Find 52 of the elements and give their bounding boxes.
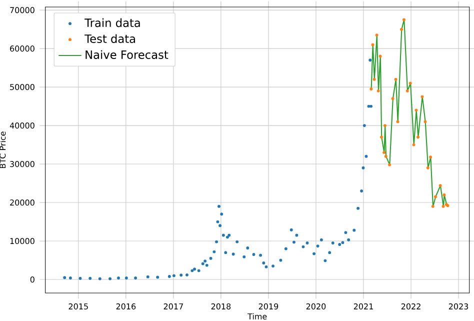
point [406, 89, 409, 92]
y-tick-label: 10000 [10, 238, 34, 244]
point [434, 195, 437, 198]
point [370, 88, 373, 90]
point [396, 120, 400, 124]
point [414, 108, 418, 112]
y-tick-label: 60000 [10, 46, 34, 52]
x-tick-label: 2017 [164, 303, 183, 310]
y-tick-label: 30000 [10, 161, 34, 168]
legend-label: Test data [84, 34, 135, 44]
point [382, 151, 386, 154]
point [426, 166, 430, 170]
point [394, 78, 398, 81]
point [384, 154, 388, 158]
x-tick-label: 2019 [258, 303, 278, 310]
point [438, 184, 442, 188]
point [384, 124, 386, 128]
line-series [370, 19, 448, 207]
point [420, 95, 424, 98]
point [402, 18, 406, 22]
point [376, 89, 380, 92]
y-tick-label: 70000 [10, 7, 34, 14]
y-tick-label: 40000 [10, 122, 34, 129]
point [442, 204, 445, 208]
point [378, 54, 382, 58]
y-tick-label: 50000 [10, 84, 34, 90]
point [431, 204, 434, 208]
point [400, 28, 403, 31]
y-tick-label: 20000 [10, 200, 34, 206]
point [372, 78, 376, 81]
x-axis-title: Time [248, 313, 267, 320]
point [380, 136, 383, 139]
legend-label: Train data [84, 18, 140, 28]
x-tick-label: 2023 [448, 303, 468, 310]
point [375, 34, 378, 37]
point [442, 193, 446, 196]
point [371, 43, 374, 46]
point [391, 97, 394, 100]
x-tick-label: 2018 [211, 303, 231, 310]
point [429, 156, 432, 159]
x-tick-label: 2020 [306, 303, 326, 310]
point [424, 120, 427, 124]
x-tick-label: 2022 [401, 303, 420, 310]
point [388, 163, 392, 166]
point [412, 143, 416, 146]
x-tick-label: 2015 [68, 303, 88, 310]
legend-label: Naive Forecast [86, 50, 168, 59]
point [416, 136, 420, 139]
x-tick-label: 2016 [116, 303, 136, 310]
point [408, 82, 412, 85]
x-tick-label: 2021 [354, 303, 373, 310]
y-tick-label: 0 [30, 276, 34, 283]
